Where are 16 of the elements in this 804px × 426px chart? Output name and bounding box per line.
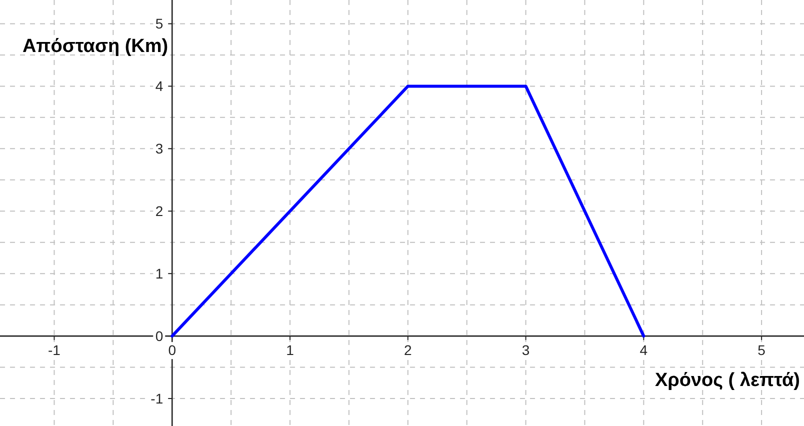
y-tick-label: -1 xyxy=(150,390,164,407)
x-tick-label: -1 xyxy=(48,342,61,358)
y-tick-label: 1 xyxy=(155,266,164,282)
y-tick-label: 3 xyxy=(155,140,164,157)
y-tick-label: 5 xyxy=(155,16,164,32)
y-axis-title: Απόσταση (Km) xyxy=(22,36,168,57)
x-tick-label: 4 xyxy=(640,342,648,358)
x-axis-title: Χρόνος ( λεπτά) xyxy=(654,370,800,392)
x-tick-label: 1 xyxy=(286,342,294,358)
x-tick-label: 5 xyxy=(758,342,766,358)
x-tick-label: 3 xyxy=(522,342,530,358)
y-tick-label: 2 xyxy=(155,203,164,220)
x-tick-label: 0 xyxy=(168,342,176,358)
y-tick-label: 4 xyxy=(155,78,164,94)
y-tick-label: 0 xyxy=(155,328,164,344)
x-tick-label: 2 xyxy=(404,342,412,358)
